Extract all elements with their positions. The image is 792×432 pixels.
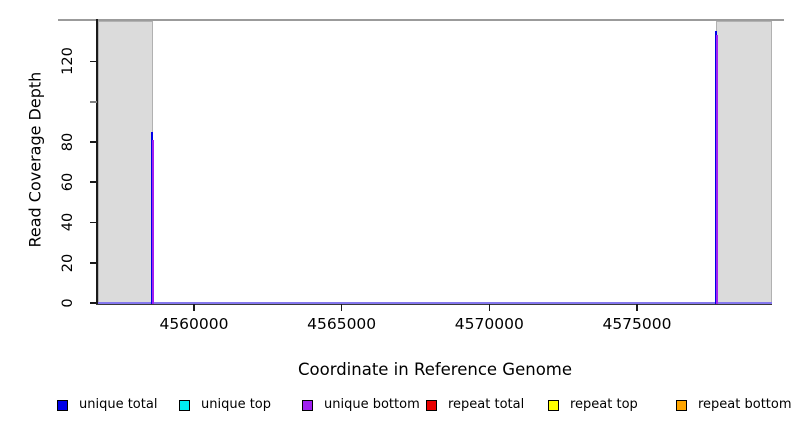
x-tick: [340, 304, 343, 311]
legend-label: unique bottom: [324, 397, 420, 412]
x-tick-label: 4570000: [454, 315, 524, 333]
coverage-spike-unique-bottom: [716, 35, 719, 304]
x-axis-title: Coordinate in Reference Genome: [297, 360, 573, 379]
legend-item-repeat-top: repeat top: [548, 397, 638, 413]
legend-item-unique-bottom: unique bottom: [302, 397, 420, 413]
masked-region: [98, 20, 153, 304]
coverage-baseline: [98, 301, 772, 305]
legend: unique total unique top unique bottom re…: [0, 397, 792, 415]
legend-item-unique-top: unique top: [179, 397, 271, 413]
legend-item-unique-total: unique total: [57, 397, 157, 413]
y-tick-label: 20: [60, 253, 76, 272]
y-tick: [90, 221, 97, 224]
legend-label: unique total: [79, 397, 158, 412]
x-axis-line: [96, 303, 772, 305]
repeat-bottom-swatch-icon: [676, 399, 687, 411]
x-tick-label: 4575000: [602, 315, 672, 333]
y-tick: [90, 302, 97, 304]
y-tick: [90, 141, 97, 143]
x-tick: [193, 304, 195, 311]
legend-label: unique top: [201, 397, 272, 412]
x-tick-label: 4560000: [159, 315, 229, 333]
x-tick-label: 4565000: [307, 315, 377, 333]
y-tick-label: 80: [60, 132, 76, 152]
y-axis-title: Read Coverage Depth: [25, 71, 45, 248]
x-tick: [488, 304, 491, 311]
legend-label: repeat top: [570, 397, 638, 412]
y-tick: [90, 181, 97, 184]
legend-item-repeat-total: repeat total: [426, 397, 524, 413]
repeat-total-swatch-icon: [426, 399, 437, 411]
unique-bottom-swatch-icon: [302, 399, 313, 411]
repeat-top-swatch-icon: [548, 399, 559, 411]
y-tick-label: 60: [60, 172, 76, 192]
unique-top-swatch-icon: [179, 399, 190, 411]
y-tick-label: 120: [60, 47, 76, 76]
masked-region: [715, 20, 772, 304]
x-tick: [636, 304, 638, 311]
y-tick-label: 40: [60, 213, 76, 232]
unique-total-swatch-icon: [57, 399, 68, 411]
y-tick: [90, 60, 97, 63]
legend-label: repeat total: [448, 397, 525, 412]
plot-top-boundary-line: [58, 19, 784, 21]
y-tick-label: 0: [60, 298, 76, 308]
y-tick: [90, 100, 97, 103]
y-axis-line: [96, 19, 98, 305]
y-tick: [90, 261, 97, 264]
legend-item-repeat-bottom: repeat bottom: [676, 397, 792, 413]
legend-label: repeat bottom: [698, 397, 792, 412]
coverage-spike-unique-bottom: [152, 139, 155, 304]
